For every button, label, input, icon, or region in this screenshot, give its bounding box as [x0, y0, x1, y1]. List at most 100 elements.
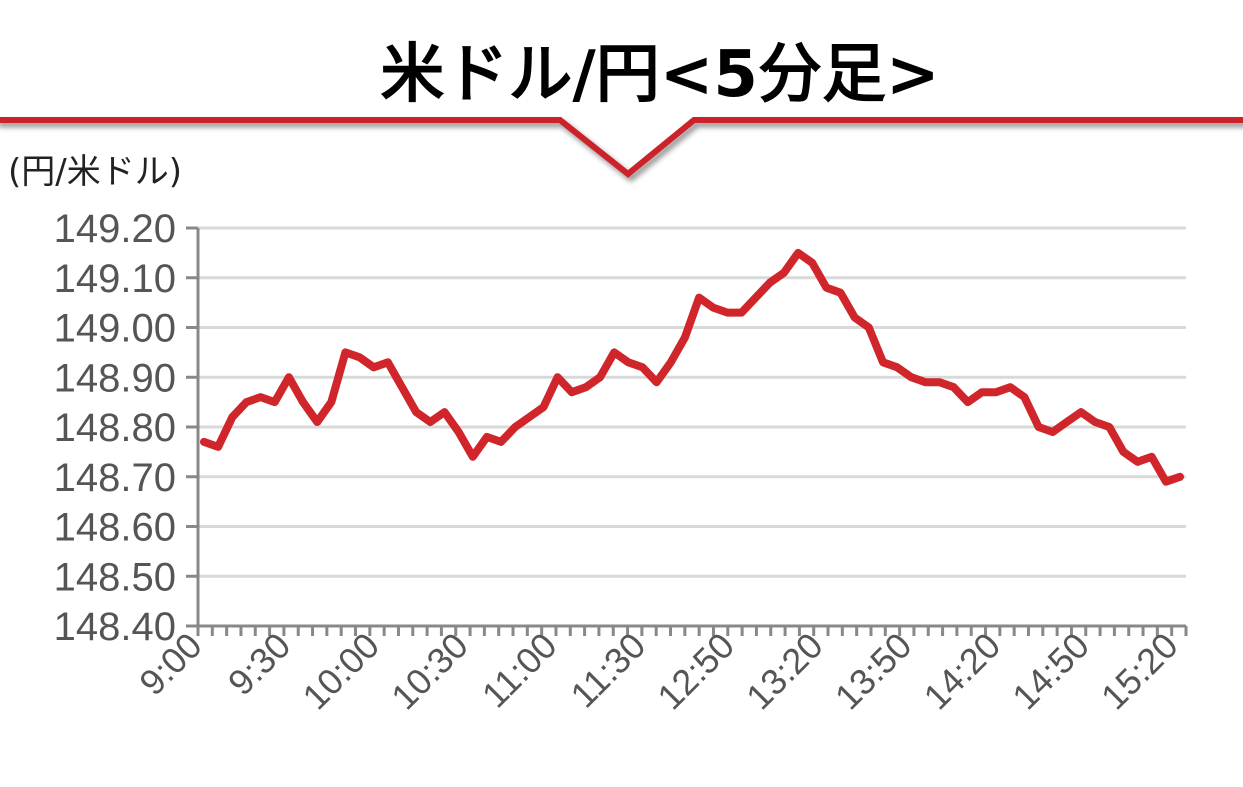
- data-point: [1080, 411, 1082, 413]
- data-point: [443, 411, 445, 413]
- data-point: [783, 272, 785, 274]
- data-point: [557, 376, 559, 378]
- data-point: [1023, 396, 1025, 398]
- data-point: [415, 411, 417, 413]
- data-point: [924, 381, 926, 383]
- data-point: [712, 307, 714, 309]
- data-point: [1137, 461, 1139, 463]
- x-tick-label: 11:00: [474, 625, 565, 716]
- data-point: [330, 401, 332, 403]
- data-point: [995, 391, 997, 393]
- series-line-group: [200, 248, 1184, 486]
- y-tick-label: 149.10: [54, 257, 176, 301]
- data-point: [274, 401, 276, 403]
- y-tick-label: 148.70: [54, 456, 176, 500]
- data-point: [302, 401, 304, 403]
- data-point: [1066, 421, 1068, 423]
- data-point: [910, 376, 912, 378]
- x-tick-label: 9:30: [220, 625, 299, 704]
- data-point: [1052, 431, 1054, 433]
- data-point: [684, 336, 686, 338]
- data-point: [231, 416, 233, 418]
- x-tick-label: 15:20: [1093, 625, 1186, 718]
- y-tick-label: 149.20: [54, 207, 176, 251]
- data-point: [1108, 426, 1110, 428]
- chart-title: 米ドル/円<5分足>: [380, 38, 939, 112]
- data-point: [585, 386, 587, 388]
- x-tick-label: 10:00: [294, 625, 387, 718]
- data-point: [670, 361, 672, 363]
- data-point: [896, 366, 898, 368]
- data-point: [854, 317, 856, 319]
- data-point: [939, 381, 941, 383]
- data-point: [627, 361, 629, 363]
- data-point: [260, 396, 262, 398]
- y-axis-tick-labels: 148.40 148.50 148.60 148.70 148.80 148.90 149.…: [54, 207, 198, 649]
- y-tick-label: 148.90: [54, 356, 176, 400]
- series-line: [200, 248, 1184, 486]
- data-point: [245, 401, 247, 403]
- data-point: [486, 436, 488, 438]
- data-point: [1009, 386, 1011, 388]
- data-point: [458, 431, 460, 433]
- data-point: [1038, 426, 1040, 428]
- y-tick-label: 148.40: [54, 605, 176, 649]
- data-point: [967, 401, 969, 403]
- data-point: [1122, 451, 1124, 453]
- header-divider: [0, 117, 1243, 178]
- data-point: [797, 252, 799, 254]
- x-tick-label: 14:20: [916, 625, 1009, 718]
- x-tick-label: 11:30: [562, 625, 653, 716]
- x-tick-label: 14:50: [1004, 625, 1097, 718]
- data-point: [500, 441, 502, 443]
- x-tick-label: 12:50: [649, 625, 742, 718]
- data-point: [514, 426, 516, 428]
- data-point: [981, 391, 983, 393]
- data-point: [472, 456, 474, 458]
- data-point: [373, 366, 375, 368]
- data-point: [599, 376, 601, 378]
- data-point: [769, 282, 771, 284]
- data-point: [217, 446, 219, 448]
- x-tick-label: 10:30: [383, 625, 476, 718]
- data-point: [882, 361, 884, 363]
- axes: [196, 228, 1188, 636]
- data-point: [203, 441, 205, 443]
- data-point: [840, 292, 842, 294]
- data-point: [953, 386, 955, 388]
- data-point: [401, 386, 403, 388]
- data-point: [359, 356, 361, 358]
- data-point: [1179, 476, 1181, 478]
- data-point: [571, 391, 573, 393]
- x-tick-label: 13:20: [738, 625, 831, 718]
- data-point: [316, 421, 318, 423]
- data-point: [1165, 481, 1167, 483]
- y-tick-label: 148.80: [54, 406, 176, 450]
- x-axis-tick-labels: 9:00 9:3010:0010:3011:0011:3012:5013:2013…: [131, 625, 1186, 718]
- y-tick-label: 148.60: [54, 506, 176, 550]
- data-point: [726, 312, 728, 314]
- x-tick-label: 13:50: [827, 625, 920, 718]
- data-point: [656, 381, 658, 383]
- data-point: [811, 262, 813, 264]
- data-point: [641, 366, 643, 368]
- data-point: [613, 351, 615, 353]
- data-point: [542, 406, 544, 408]
- data-point: [868, 327, 870, 328]
- data-point: [429, 421, 431, 423]
- data-point: [288, 376, 290, 378]
- data-point: [698, 297, 700, 299]
- y-axis-unit-label: (円/米ドル): [8, 152, 182, 192]
- y-tick-label: 148.50: [54, 555, 176, 599]
- data-point: [387, 361, 389, 363]
- data-point: [1151, 456, 1153, 458]
- data-point: [528, 416, 530, 418]
- gridlines: [198, 226, 1186, 578]
- data-point: [344, 351, 346, 353]
- data-point: [755, 297, 757, 299]
- y-tick-label: 149.00: [54, 307, 176, 351]
- data-point: [1094, 421, 1096, 423]
- data-point: [825, 287, 827, 289]
- data-point: [741, 312, 743, 314]
